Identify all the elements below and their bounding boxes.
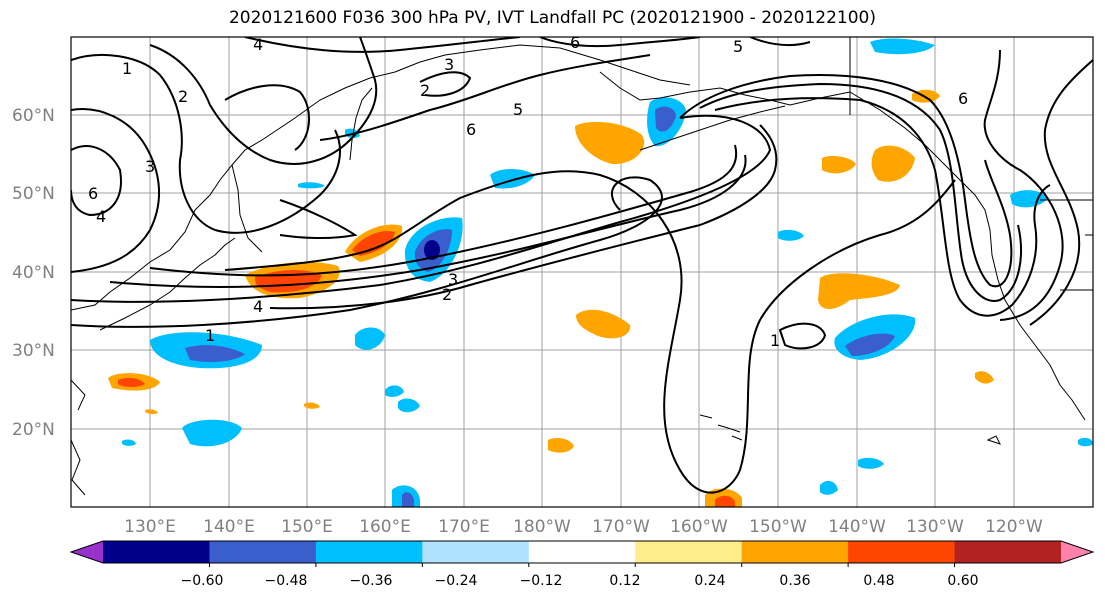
ivt-contour <box>1029 59 1093 326</box>
colorbar-segment <box>635 541 743 563</box>
contour-label: 1 <box>205 326 215 345</box>
contour-label: 6 <box>958 89 968 108</box>
contour-label: 3 <box>448 270 458 289</box>
pv-negative-core <box>185 345 245 362</box>
colorbar-tick-label: −0.36 <box>350 573 393 589</box>
ivt-contour <box>269 124 778 310</box>
contour-labels: 1 2 3 4 4 5 5 6 6 6 6 1 2 3 4 1 2 3 <box>88 33 968 350</box>
colorbar-tick-label: −0.60 <box>181 573 224 589</box>
colorbar-tick-label: −0.12 <box>520 573 563 589</box>
ivt-contour <box>279 199 358 240</box>
colorbar-tick-label: 0.36 <box>779 573 810 589</box>
pv-anomaly-shading <box>108 38 1093 507</box>
colorbar-segment <box>741 541 849 563</box>
lon-label: 120°W <box>985 517 1043 537</box>
ivt-contour <box>679 74 1013 288</box>
lon-label: 160°W <box>670 517 728 537</box>
contour-label: 6 <box>88 184 98 203</box>
lon-label: 180°W <box>513 517 571 537</box>
contour-label: 6 <box>570 33 580 52</box>
contour-label: 2 <box>178 87 188 106</box>
lon-label: 170°W <box>592 517 650 537</box>
ivt-contour <box>224 84 311 151</box>
colorbar-tick-label: 0.60 <box>947 573 978 589</box>
ivt-contour <box>699 82 1022 302</box>
ivt-contour <box>149 144 738 277</box>
colorbar <box>69 540 1095 567</box>
lat-label: 30°N <box>12 341 55 361</box>
lon-label: 140°E <box>203 517 255 537</box>
ivt-contour <box>109 154 747 288</box>
contour-label: 2 <box>442 285 452 304</box>
map-title: 2020121600 F036 300 hPa PV, IVT Landfall… <box>228 8 876 28</box>
colorbar-segment <box>422 541 530 563</box>
colorbar-outline <box>69 540 1095 564</box>
pv-negative-min <box>424 240 440 260</box>
ivt-contour <box>983 49 1064 321</box>
ivt-contour <box>244 37 521 53</box>
contour-label: 3 <box>145 157 155 176</box>
contour-label: 1 <box>122 59 132 78</box>
lat-label: 40°N <box>12 263 55 283</box>
colorbar-extend-min <box>71 541 103 563</box>
contour-label: 5 <box>733 37 743 56</box>
lat-label: 60°N <box>12 106 55 126</box>
ivt-contour <box>539 37 701 48</box>
colorbar-tick-label: −0.24 <box>435 573 478 589</box>
colorbar-segment <box>209 541 317 563</box>
ivt-contour <box>71 145 122 217</box>
lon-label: 170°E <box>438 517 490 537</box>
ivt-contour <box>714 97 1051 317</box>
colorbar-segment <box>103 541 210 563</box>
ivt-contour <box>71 176 663 328</box>
contour-label: 4 <box>96 207 106 226</box>
colorbar-segment <box>528 541 636 563</box>
contour-label: 4 <box>253 297 263 316</box>
coastlines <box>71 37 1093 496</box>
ivt-contour <box>71 108 161 273</box>
lon-label: 160°E <box>359 517 411 537</box>
lon-label: 150°E <box>281 517 333 537</box>
pv-positive-core <box>352 230 395 256</box>
colorbar-tick-labels: −0.60 −0.48 −0.36 −0.24 −0.12 0.12 0.24 … <box>181 573 979 589</box>
lon-label: 130°W <box>906 517 964 537</box>
lat-label: 50°N <box>12 184 55 204</box>
longitude-labels: 130°E 140°E 150°E 160°E 170°E 180°W 170°… <box>124 517 1043 537</box>
colorbar-tick-label: 0.24 <box>694 573 725 589</box>
ivt-contour <box>224 170 956 494</box>
ivt-contours <box>71 37 1093 494</box>
ivt-contour <box>71 54 341 234</box>
contour-label: 1 <box>770 331 780 350</box>
colorbar-segment <box>954 541 1062 563</box>
colorbar-segment <box>848 541 956 563</box>
lon-label: 140°W <box>828 517 886 537</box>
lat-label: 20°N <box>12 420 55 440</box>
contour-label: 6 <box>466 120 476 139</box>
lon-label: 150°W <box>749 517 807 537</box>
map-frame <box>70 36 1094 508</box>
ivt-contour <box>749 37 811 47</box>
contour-label: 4 <box>253 35 263 54</box>
colorbar-extend-max <box>1061 541 1093 563</box>
contour-label: 5 <box>513 100 523 119</box>
contour-label: 3 <box>444 55 454 74</box>
latitude-labels: 60°N 50°N 40°N 30°N 20°N <box>12 106 55 440</box>
ivt-contour <box>319 54 651 141</box>
contour-label: 2 <box>420 81 430 100</box>
colorbar-tick-label: −0.48 <box>265 573 308 589</box>
colorbar-tick-label: 0.48 <box>863 573 894 589</box>
colorbar-tick-label: 0.12 <box>609 573 640 589</box>
ivt-contour <box>419 71 472 97</box>
colorbar-segment <box>315 541 423 563</box>
ivt-contour <box>778 322 827 350</box>
lon-label: 130°E <box>124 517 176 537</box>
ivt-contour <box>149 37 378 165</box>
